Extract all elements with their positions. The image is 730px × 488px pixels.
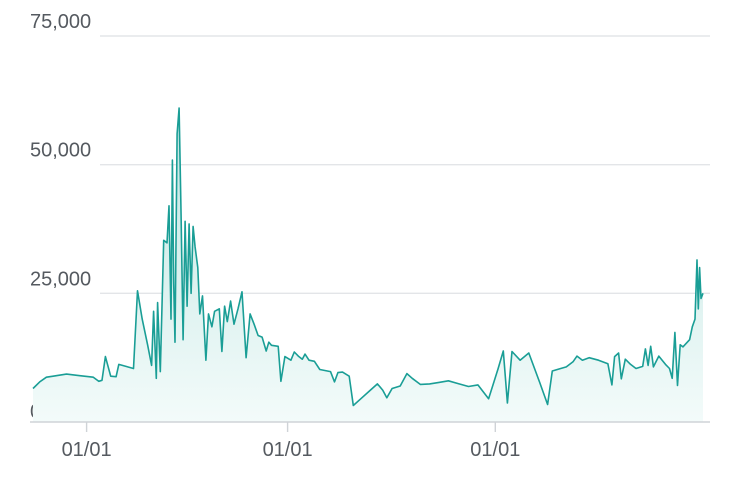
series-line: [32, 107, 704, 407]
x-tick-label: 01/01: [263, 439, 313, 461]
gridlines: [100, 35, 710, 295]
y-tick-label: 75,000: [30, 11, 91, 33]
series-area-fill: [33, 108, 703, 422]
x-tick-label: 01/01: [62, 439, 112, 461]
plot-area: [32, 107, 704, 422]
y-tick-label: 50,000: [30, 140, 91, 162]
y-tick-label: 25,000: [30, 268, 91, 290]
x-tick-label: 01/01: [470, 439, 520, 461]
x-axis: 01/01 01/01 01/01: [30, 421, 710, 461]
